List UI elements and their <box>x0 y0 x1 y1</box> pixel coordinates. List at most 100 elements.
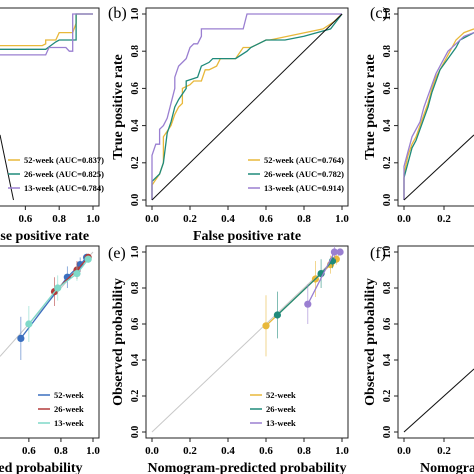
plot-frame <box>0 7 100 207</box>
x-tick-label: 0.8 <box>297 445 311 457</box>
panel-label: (e) <box>108 245 126 262</box>
legend-label: 52-week (AUC=0.764) <box>264 155 344 165</box>
data-point <box>304 300 312 308</box>
legend-label: 52-week <box>54 390 84 400</box>
roc-curve <box>151 13 342 200</box>
panel-c: 0.0 0.2 0.0 0.2 0.4 0.6 0.8 1.0 True positive ra… <box>363 5 474 225</box>
legend-label: 13-week <box>266 418 296 428</box>
panel-label: (f) <box>370 245 386 262</box>
diagonal-line <box>403 134 474 201</box>
roc-curve <box>151 13 343 200</box>
data-point <box>273 311 281 319</box>
y-tick-label: 0.6 <box>130 82 141 95</box>
legend-label: 52-week <box>266 390 296 400</box>
x-tick-label: 1.0 <box>335 213 349 225</box>
plot-area <box>151 13 343 201</box>
data-point <box>262 322 270 330</box>
x-tick-label: 1.0 <box>86 213 100 225</box>
diagonal-line <box>151 13 343 201</box>
legend-label: 26-week (AUC=0.782) <box>264 169 344 179</box>
x-tick-label: 0.0 <box>145 213 159 225</box>
y-tick-label: 1.0 <box>382 246 393 259</box>
x-tick-label: 0.4 <box>221 213 235 225</box>
y-tick-label: 0.8 <box>130 282 141 295</box>
legend-label: 13-week (AUC=0.914) <box>264 183 344 193</box>
x-tick-label: 0.2 <box>183 445 197 457</box>
legend-label: 52-week (AUC=0.837) <box>24 155 104 165</box>
panel-label: (c) <box>370 5 388 22</box>
x-tick-label: 0.6 <box>259 213 273 225</box>
y-tick-label: 0.4 <box>382 354 393 367</box>
legend-label: 13-week (AUC=0.784) <box>24 183 104 193</box>
plot-area <box>403 368 474 433</box>
y-tick-label: 0.4 <box>130 119 141 132</box>
x-tick-label: 0.6 <box>22 445 36 457</box>
roc-curve <box>0 13 93 50</box>
roc-curve <box>0 13 93 47</box>
x-tick-label: 0.2 <box>437 213 451 225</box>
roc-curve <box>403 31 474 200</box>
y-tick-label: 0.2 <box>382 157 393 170</box>
x-tick-label: 1.0 <box>86 445 100 457</box>
panel-d: 0.6 0.8 1.0cted probability 52-week 26-week 1… <box>0 245 100 474</box>
y-tick-label: 0.2 <box>130 390 141 403</box>
y-tick-label: 1.0 <box>130 8 141 21</box>
panel-e: 0.0 0.2 0.4 0.6 0.8 1.0 0.0 0.2 0.4 0.6 0.8 1.0 Nomo… <box>108 245 349 474</box>
y-axis-label: True positive rate <box>111 54 126 160</box>
data-point <box>17 334 25 342</box>
y-tick-label: 0.8 <box>382 45 393 58</box>
x-tick-label: 0.0 <box>145 445 159 457</box>
x-tick-label: 0.0 <box>397 213 411 225</box>
data-point <box>336 248 344 256</box>
x-tick-label: 0.6 <box>18 213 32 225</box>
data-point <box>54 284 62 292</box>
panel-a: 0.6 0.8 1.0 False positive rate 52-week (AUC… <box>0 7 104 244</box>
data-point <box>25 320 33 328</box>
reference-line <box>403 368 474 433</box>
y-tick-label: 0.0 <box>130 194 141 207</box>
y-tick-label: 0.0 <box>130 426 141 439</box>
x-tick-label: 0.8 <box>297 213 311 225</box>
x-axis-label: False positive rate <box>193 229 301 244</box>
diagonal-line <box>0 134 14 201</box>
x-axis-label: False positive rate <box>0 229 89 244</box>
plot-area <box>151 246 344 433</box>
y-axis-label: True positive rate <box>363 54 378 160</box>
y-axis-label: Observed probability <box>111 278 126 406</box>
diagonal-line <box>403 368 474 433</box>
plot-area <box>0 13 93 201</box>
x-tick-label: 1.0 <box>335 445 349 457</box>
y-tick-label: 0.8 <box>382 282 393 295</box>
legend-label: 26-week <box>54 404 84 414</box>
x-tick-label: 0.6 <box>259 445 273 457</box>
roc-curve <box>403 32 474 200</box>
y-axis-label: Observed probability <box>363 278 378 406</box>
y-tick-label: 0.8 <box>130 45 141 58</box>
y-tick-label: 0.2 <box>130 157 141 170</box>
y-tick-label: 1.0 <box>382 8 393 21</box>
data-point <box>73 270 81 278</box>
y-tick-label: 0.6 <box>382 82 393 95</box>
legend-label: 26-week (AUC=0.825) <box>24 169 104 179</box>
panel-f: 0.0 0.2 0.0 0.2 0.4 0.6 0.8 1.0 Nomogra Observed … <box>363 245 474 474</box>
y-tick-label: 1.0 <box>130 246 141 259</box>
y-tick-label: 0.4 <box>382 119 393 132</box>
plot-frame <box>145 245 349 439</box>
x-axis-label: cted probability <box>0 461 83 474</box>
y-tick-label: 0.0 <box>382 194 393 207</box>
roc-curve <box>0 13 93 56</box>
panel-b: 0.0 0.2 0.4 0.6 0.8 1.0 0.0 0.2 0.4 0.6 0.8 1.0 Fals… <box>108 5 349 244</box>
data-point <box>330 248 338 256</box>
calibration-line <box>28 258 89 325</box>
x-tick-label: 0.4 <box>221 445 235 457</box>
roc-curve <box>403 28 474 200</box>
data-point <box>84 255 92 263</box>
x-tick-label: 0.0 <box>397 445 411 457</box>
plot-frame <box>0 245 100 439</box>
y-tick-label: 0.4 <box>130 354 141 367</box>
y-tick-label: 0.6 <box>382 318 393 331</box>
x-tick-label: 0.8 <box>52 213 66 225</box>
reference-line <box>151 251 343 433</box>
panel-label: (b) <box>108 5 127 22</box>
legend-label: 13-week <box>54 418 84 428</box>
